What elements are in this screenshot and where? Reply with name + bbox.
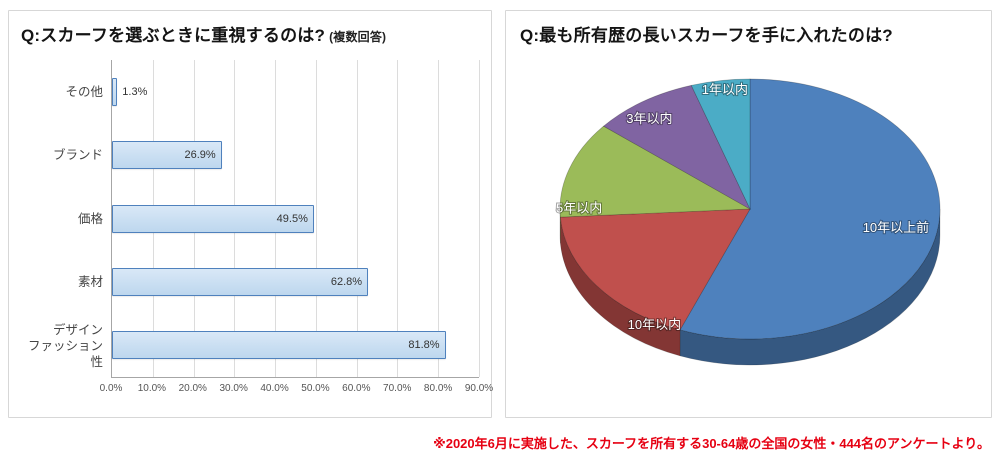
bar-row: 81.8%: [112, 314, 479, 377]
bar-row: 62.8%: [112, 250, 479, 313]
pie-chart-title-text: Q:最も所有歴の長いスカーフを手に入れたのは?: [520, 26, 893, 45]
pie-slice-label: 5年以内: [556, 200, 602, 215]
bar-value-label: 49.5%: [276, 212, 308, 225]
bar-chart-title: Q:スカーフを選ぶときに重視するのは? (複数回答): [21, 21, 479, 46]
bar-category-label: ブランド: [52, 148, 103, 163]
pie-slice-label: 3年以内: [626, 111, 672, 126]
bar-row: 26.9%: [112, 123, 479, 186]
bar-gridline: [479, 60, 480, 377]
bar-x-tick-label: 60.0%: [342, 383, 371, 394]
bar: [112, 77, 118, 106]
bar-row: 49.5%: [112, 187, 479, 250]
bar-gridline: [397, 60, 399, 377]
pie-slice: [559, 125, 752, 218]
bar: [112, 204, 314, 233]
pie-chart: 10年以上前 10年以内 5年以内 3年以内 1年以内: [555, 78, 941, 366]
bar-value-label: 26.9%: [184, 149, 216, 162]
pie-slice-label: 10年以上前: [863, 220, 929, 235]
bar-x-tick-label: 70.0%: [383, 383, 412, 394]
bar-category-labels: その他ブランド価格素材デザイン ファッション性: [21, 60, 111, 378]
bar-row: 1.3%: [112, 60, 479, 123]
bar-x-tick-label: 0.0%: [99, 383, 123, 394]
bar-plot-area: 1.3% 26.9% 49.5% 62.8% 81.8%: [111, 60, 480, 378]
bar-gridline: [356, 60, 358, 377]
pie-slice: [690, 78, 751, 210]
bar-chart-panel: Q:スカーフを選ぶときに重視するのは? (複数回答) その他ブランド価格素材デザイ…: [8, 10, 494, 418]
pie-chart-panel: Q:最も所有歴の長いスカーフを手に入れたのは? 10年以上前 10年以内 5年以内 3…: [505, 10, 992, 418]
bar-x-axis: 0.0% 10.0% 20.0% 30.0% 40.0% 50.0% 60.0% 70.0% 8…: [100, 378, 494, 396]
bar-gridline: [315, 60, 317, 377]
survey-footnote: ※2020年6月に実施した、スカーフを所有する30-64歳の全国の女性・444名…: [433, 436, 990, 451]
bar-chart-title-note: (複数回答): [329, 30, 387, 44]
bar-gridline: [438, 60, 440, 377]
pie-slice: [679, 78, 941, 340]
bar-value-label: 81.8%: [408, 339, 440, 352]
bar-x-tick-label: 50.0%: [301, 383, 330, 394]
pie-slice-label: 1年以内: [702, 82, 748, 97]
pie-slice-label: 10年以内: [628, 317, 681, 332]
bar-x-tick-label: 30.0%: [219, 383, 248, 394]
pie-slice: [602, 84, 751, 210]
pie-chart-title: Q:最も所有歴の長いスカーフを手に入れたのは?: [520, 21, 977, 46]
bar-category-label: 素材: [77, 275, 103, 290]
bar-category-label: デザイン ファッション性: [27, 322, 103, 370]
bar: [112, 267, 369, 296]
bar: [112, 141, 222, 170]
bar-category-label: その他: [65, 84, 103, 99]
bar-x-tick-label: 10.0%: [137, 383, 167, 394]
bar-chart-title-text: Q:スカーフを選ぶときに重視するのは?: [21, 26, 326, 45]
bar: [112, 331, 446, 360]
bar-value-label: 62.8%: [330, 275, 363, 288]
bar-axis-corner: [21, 378, 111, 396]
bar-value-label: 1.3%: [122, 85, 148, 98]
pie-slice: [559, 208, 751, 331]
bar-x-tick-label: 40.0%: [260, 383, 289, 394]
bar-category-label: 価格: [77, 211, 103, 226]
bar-chart: その他ブランド価格素材デザイン ファッション性 1.3% 26.9% 49.5% 62.…: [21, 60, 494, 396]
bar-x-tick-label: 20.0%: [178, 383, 207, 394]
bar-x-tick-label: 90.0%: [464, 383, 494, 394]
bar-rows: 1.3% 26.9% 49.5% 62.8% 81.8%: [112, 60, 479, 377]
bar-x-tick-label: 80.0%: [423, 383, 453, 394]
